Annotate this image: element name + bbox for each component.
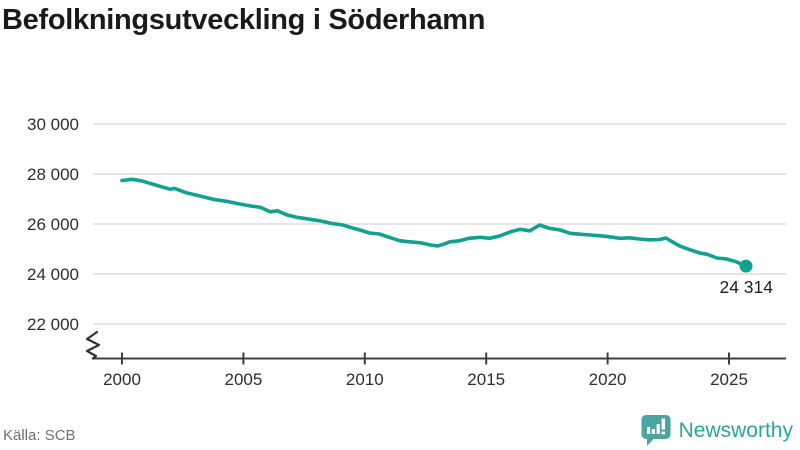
y-tick-label-24000: 24 000 <box>27 265 79 284</box>
last-point-marker <box>739 259 753 273</box>
x-tick-label-2015: 2015 <box>467 370 505 389</box>
y-axis-labels: 30 000 28 000 26 000 24 000 22 000 <box>27 115 79 334</box>
source-caption: Källa: SCB <box>3 427 76 444</box>
y-tick-label-28000: 28 000 <box>27 165 79 184</box>
chart-title: Befolkningsutveckling i Söderhamn <box>2 4 486 36</box>
x-axis-labels: 2000 2005 2010 2015 2020 2025 <box>103 370 748 389</box>
x-tick-label-2000: 2000 <box>103 370 141 389</box>
brand-logo: Newsworthy <box>641 414 793 447</box>
x-tick-label-2010: 2010 <box>346 370 384 389</box>
brand-name: Newsworthy <box>678 418 793 442</box>
y-tick-label-26000: 26 000 <box>27 215 79 234</box>
last-value-label: 24 314 <box>719 277 773 297</box>
x-axis-ticks <box>121 352 730 365</box>
x-tick-label-2025: 2025 <box>710 370 748 389</box>
axis-break-zigzag <box>85 330 101 360</box>
population-line <box>120 177 748 268</box>
y-tick-label-30000: 30 000 <box>27 115 79 134</box>
newsworthy-icon <box>641 415 671 446</box>
x-tick-label-2020: 2020 <box>589 370 627 389</box>
gridlines <box>93 123 786 325</box>
y-tick-label-22000: 22 000 <box>27 315 79 334</box>
x-tick-label-2005: 2005 <box>224 370 262 389</box>
